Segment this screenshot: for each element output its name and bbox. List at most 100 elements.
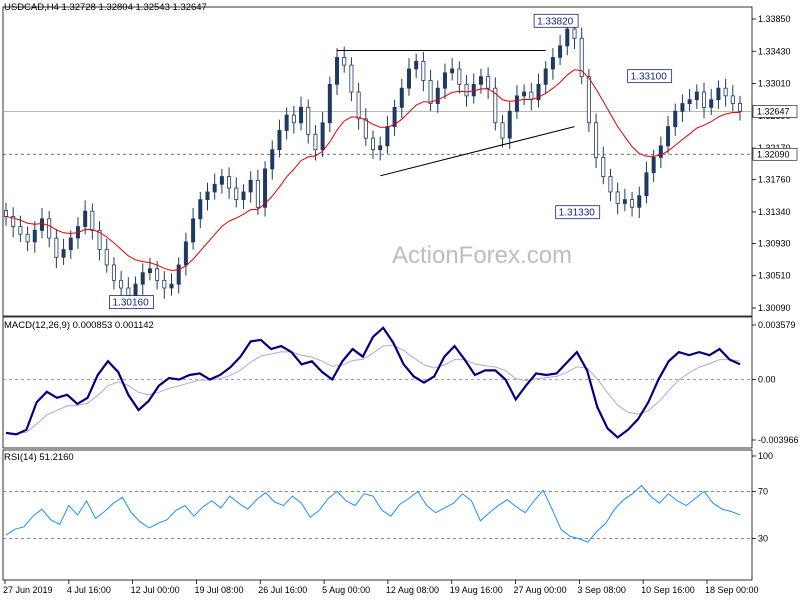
candle-body [536,83,541,101]
candle-body [392,106,397,128]
candle-body [522,91,527,97]
rsi-panel-frame [2,449,753,581]
rsi-tick-label: 70 [758,486,768,496]
candle-body [370,137,375,151]
support-level-label: 1.32090 [757,149,790,159]
candle-body [702,91,707,108]
candle-body [414,60,419,70]
candle-body [198,199,203,220]
candle-body [730,95,735,104]
current-price-label: 1.32647 [757,106,790,116]
candle-body [241,191,246,201]
candle-body [335,57,340,85]
candle-body [356,91,361,120]
candle-body [54,237,59,258]
candle-body [205,191,210,201]
rsi-indicator-name: RSI(14) [4,452,37,463]
candle-body [558,45,563,58]
candle-body [39,218,44,231]
candle-body [651,156,656,174]
candle-body [4,209,9,217]
macd-panel-frame [2,316,753,449]
candle-body [155,268,160,281]
candle-body [342,57,347,66]
candle-body [666,126,671,147]
candle-body [104,249,109,266]
candle-body [421,60,426,81]
price-tick-label: 1.30090 [758,303,791,313]
candle-body [191,218,196,243]
x-tick-label: 27 Jun 2019 [3,585,53,595]
candle-body [133,283,138,297]
candle-body [140,272,145,285]
candle-body [385,126,390,147]
candle-body [529,91,534,101]
candle-body [586,76,591,124]
candle-body [61,249,66,258]
candle-body [615,191,620,204]
candle-body [622,199,627,204]
candle-body [363,118,368,139]
candle-body [565,28,570,47]
macd-signal-value: 0.001142 [114,320,154,331]
candle-body [608,176,613,193]
rising-trendline [380,126,575,177]
candle-body [464,83,469,97]
candle-body [738,103,743,112]
candle-body [97,229,102,250]
candle-body [442,72,447,89]
candle-body [399,87,404,108]
annotation-label: 1.30160 [113,298,150,309]
candle-body [90,210,95,231]
candle-body [450,68,455,74]
x-tick-label: 19 Aug 16:00 [450,585,503,595]
candle-body [25,233,30,243]
candle-body [299,106,304,124]
annotation-box [109,295,154,310]
candle-body [723,87,728,97]
symbol-label: USDCAD,H4 [4,2,59,13]
candle-body [478,76,483,85]
candle-body [227,176,232,189]
support-level-box [752,147,798,161]
annotation-label: 1.31330 [559,208,596,219]
candle-body [111,264,116,281]
candle-body [486,76,491,89]
candle-body [378,145,383,151]
macd-signal-line [5,344,741,434]
candle-body [579,37,584,78]
x-tick-label: 27 Aug 00:00 [514,585,567,595]
ohlc-open: 1.32728 [61,2,96,13]
candle-body [327,83,332,124]
candle-body [543,68,548,85]
price-tick-label: 1.33010 [758,79,791,89]
annotation-box [533,13,579,28]
ohlc-low: 1.32543 [135,2,170,13]
price-tick-label: 1.31340 [758,207,791,217]
ohlc-close: 1.32647 [172,2,207,13]
candle-body [709,99,714,108]
candle-body [255,180,260,208]
candle-body [126,287,131,297]
macd-indicator-name: MACD(12,26,9) [4,320,70,331]
candle-body [18,226,23,235]
macd-tick-label: -0.003966 [758,435,799,445]
x-tick-label: 19 Jul 08:00 [194,585,243,595]
x-tick-label: 3 Sep 08:00 [577,585,626,595]
candle-body [694,91,699,101]
candle-body [406,68,411,89]
rsi-value: 51.2160 [39,452,74,463]
price-tick-label: 1.33430 [758,46,791,56]
x-tick-label: 12 Jul 00:00 [131,585,180,595]
candle-body [263,168,268,208]
rsi-panel-title: RSI(14) 51.2160 [4,452,74,463]
annotation-label: 1.33100 [631,72,668,83]
candle-body [644,172,649,197]
candle-body [183,241,188,266]
candle-body [457,68,462,85]
candle-body [83,210,88,227]
candle-body [594,122,599,158]
candle-body [147,268,152,274]
annotation-label: 1.33820 [537,16,574,27]
